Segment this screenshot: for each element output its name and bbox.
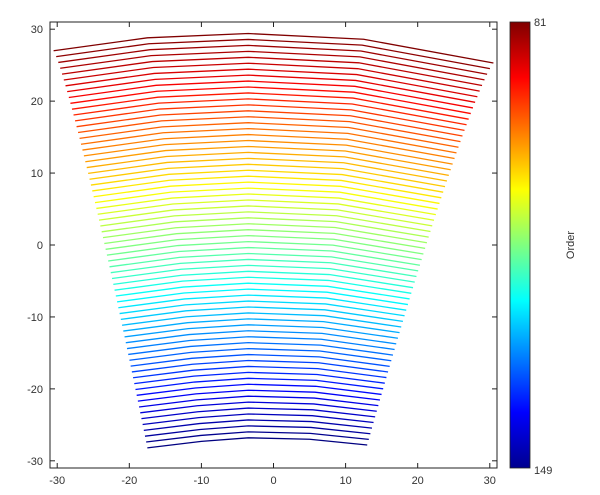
order-line-146 xyxy=(143,419,373,431)
order-line-99 xyxy=(83,139,453,165)
order-line-126 xyxy=(119,300,405,317)
order-line-142 xyxy=(138,395,379,408)
order-line-135 xyxy=(130,353,390,367)
order-line-105 xyxy=(92,175,442,199)
order-line-98 xyxy=(82,133,455,160)
order-line-141 xyxy=(137,389,381,402)
y-tick-label: 0 xyxy=(37,240,43,252)
x-tick-label: -30 xyxy=(49,475,65,487)
order-line-134 xyxy=(129,347,392,362)
order-line-82 xyxy=(56,38,491,70)
order-line-119 xyxy=(110,258,417,278)
x-tick-label: -10 xyxy=(193,475,209,487)
order-line-148 xyxy=(146,431,369,443)
order-line-92 xyxy=(73,98,467,126)
order-line-130 xyxy=(124,324,398,339)
order-line-81 xyxy=(53,32,494,64)
order-lines xyxy=(53,32,494,449)
order-line-102 xyxy=(88,157,448,182)
order-line-108 xyxy=(96,193,436,216)
colorbar-gradient xyxy=(509,21,531,469)
order-line-110 xyxy=(98,205,433,227)
order-line-94 xyxy=(76,110,463,137)
order-line-125 xyxy=(118,294,407,311)
order-line-123 xyxy=(115,282,410,300)
x-tick-label: 20 xyxy=(412,475,424,487)
order-line-109 xyxy=(97,199,435,221)
order-line-143 xyxy=(140,401,377,414)
colorbar-bottom-label: 149 xyxy=(534,465,552,477)
x-tick-label: 0 xyxy=(270,475,276,487)
order-line-120 xyxy=(111,264,415,283)
order-line-132 xyxy=(126,336,395,351)
order-line-139 xyxy=(135,377,384,391)
order-line-128 xyxy=(121,312,402,328)
y-tick-label: -30 xyxy=(27,456,43,468)
order-line-149 xyxy=(147,437,368,449)
order-line-131 xyxy=(125,330,397,345)
x-tick-label: 10 xyxy=(339,475,351,487)
order-line-117 xyxy=(108,246,421,266)
order-line-115 xyxy=(105,234,424,255)
order-line-122 xyxy=(114,276,412,294)
order-line-124 xyxy=(117,288,409,306)
order-line-107 xyxy=(94,187,438,210)
colorbar-top-label: 81 xyxy=(534,17,546,29)
order-line-91 xyxy=(71,92,469,120)
order-line-101 xyxy=(86,151,449,176)
order-line-144 xyxy=(141,407,376,420)
order-line-138 xyxy=(134,371,385,385)
x-tick-label: 30 xyxy=(484,475,496,487)
order-line-93 xyxy=(74,104,465,132)
order-line-87 xyxy=(65,68,478,98)
order-line-104 xyxy=(90,169,444,193)
colorbar: 81 149 Order xyxy=(509,17,577,477)
order-line-90 xyxy=(70,86,471,115)
order-line-106 xyxy=(93,181,440,205)
order-line-121 xyxy=(113,270,414,289)
order-line-127 xyxy=(120,306,403,323)
order-line-118 xyxy=(109,252,419,272)
order-line-133 xyxy=(128,342,394,356)
order-line-137 xyxy=(132,365,387,379)
order-line-145 xyxy=(142,413,374,426)
y-tick-label: -20 xyxy=(27,384,43,396)
y-tick-label: 30 xyxy=(31,24,43,36)
order-line-116 xyxy=(106,240,422,261)
order-line-88 xyxy=(67,74,476,103)
colorbar-title: Order xyxy=(565,231,577,259)
order-line-100 xyxy=(85,145,451,171)
order-line-140 xyxy=(136,383,382,396)
x-axis: -30 -20 -10 0 10 20 30 xyxy=(49,22,496,487)
order-line-114 xyxy=(104,229,426,250)
order-line-129 xyxy=(123,318,400,334)
y-tick-label: 20 xyxy=(31,96,43,108)
order-line-84 xyxy=(60,50,485,81)
order-line-89 xyxy=(68,80,474,109)
order-line-86 xyxy=(63,62,480,92)
order-line-97 xyxy=(80,127,457,154)
order-line-136 xyxy=(131,359,389,373)
y-tick-label: 10 xyxy=(31,168,43,180)
order-line-83 xyxy=(58,44,488,75)
order-line-147 xyxy=(144,425,371,437)
y-tick-label: -10 xyxy=(27,312,43,324)
order-line-103 xyxy=(89,163,446,188)
y-axis: -30 -20 -10 0 10 20 30 xyxy=(27,24,497,468)
order-line-85 xyxy=(61,56,483,87)
order-line-112 xyxy=(101,217,429,238)
order-line-96 xyxy=(79,122,459,148)
x-tick-label: -20 xyxy=(121,475,137,487)
order-line-113 xyxy=(102,223,428,244)
order-line-111 xyxy=(100,211,431,233)
order-line-95 xyxy=(77,116,461,143)
